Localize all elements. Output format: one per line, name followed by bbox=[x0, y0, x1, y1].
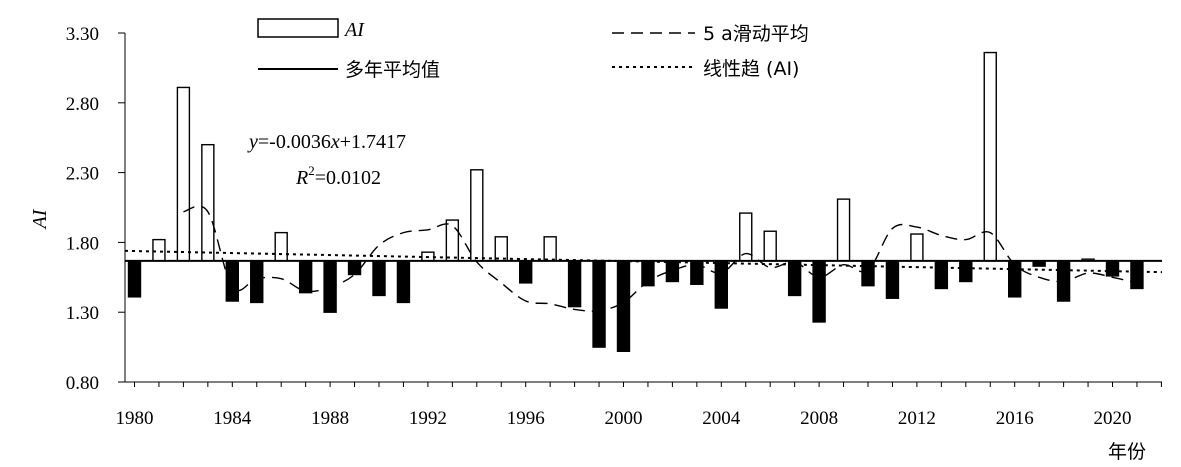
bar-below-mean bbox=[787, 260, 802, 297]
bar-below-mean bbox=[127, 260, 142, 298]
legend-moving-label: 5 a滑动平均 bbox=[703, 23, 809, 45]
x-tick-label: 2020 bbox=[1094, 408, 1132, 429]
legend-bar-swatch bbox=[257, 18, 339, 38]
x-tick-label: 2008 bbox=[800, 408, 838, 429]
bar-above-mean bbox=[543, 236, 557, 262]
bar-below-mean bbox=[714, 260, 728, 309]
bar-below-mean bbox=[347, 260, 362, 276]
bar-below-mean bbox=[372, 260, 386, 297]
bar-above-mean bbox=[176, 86, 191, 262]
bar-below-mean bbox=[592, 260, 606, 348]
bar-above-mean bbox=[836, 198, 851, 262]
bar-below-mean bbox=[298, 260, 313, 294]
legend-mean-label: 多年平均值 bbox=[345, 59, 440, 81]
bar-below-mean bbox=[1130, 260, 1144, 290]
bar-above-mean bbox=[494, 236, 508, 262]
bar-below-mean bbox=[396, 260, 411, 304]
bar-above-mean bbox=[763, 230, 777, 262]
y-tick-label: 1.80 bbox=[66, 233, 99, 254]
x-tick-label: 2000 bbox=[605, 408, 643, 429]
bars bbox=[127, 51, 1144, 352]
bar-below-mean bbox=[225, 260, 240, 302]
x-tick-label: 1996 bbox=[507, 408, 545, 429]
bar-below-mean bbox=[861, 260, 875, 287]
x-tick-label: 2012 bbox=[898, 408, 936, 429]
x-axis-label: 年份 bbox=[1108, 441, 1146, 463]
regression-equation: y=-0.0036x+1.7417 bbox=[247, 131, 406, 153]
x-ticks: 1980 1984 1988 1992 1996 2000 2004 2008 2012 2016… bbox=[116, 382, 1162, 429]
x-tick-label: 1992 bbox=[409, 408, 447, 429]
y-tick-label: 0.80 bbox=[66, 373, 99, 394]
y-tick-label: 3.30 bbox=[66, 24, 99, 45]
bar-above-mean bbox=[910, 233, 924, 262]
x-tick-label: 1988 bbox=[311, 408, 349, 429]
bar-above-mean bbox=[274, 231, 288, 262]
bar-below-mean bbox=[567, 260, 582, 308]
bar-above-mean bbox=[983, 51, 997, 262]
x-tick-label: 2016 bbox=[996, 408, 1034, 429]
bar-below-mean bbox=[519, 260, 533, 284]
bar-below-mean bbox=[934, 260, 949, 290]
legend: AI 多年平均值 5 a滑动平均 线性趋 (AI) bbox=[257, 18, 809, 81]
bar-above-mean bbox=[470, 169, 484, 262]
y-tick-label: 1.30 bbox=[66, 303, 99, 324]
bar-below-mean bbox=[1008, 260, 1022, 298]
bar-below-mean bbox=[1105, 260, 1120, 277]
y-axis-label: AI bbox=[29, 208, 51, 230]
legend-bar-label: AI bbox=[343, 19, 365, 41]
y-tick-label: 2.80 bbox=[66, 94, 99, 115]
y-tick-label: 2.30 bbox=[66, 164, 99, 185]
bar-below-mean bbox=[812, 260, 826, 323]
r-squared: R2=0.0102 bbox=[295, 163, 381, 189]
bar-below-mean bbox=[959, 260, 973, 283]
bar-above-mean bbox=[445, 219, 460, 262]
x-tick-label: 1984 bbox=[213, 408, 252, 429]
lines bbox=[124, 205, 1163, 312]
legend-trend-label: 线性趋 (AI) bbox=[703, 58, 799, 80]
bar-above-mean bbox=[201, 143, 215, 262]
bar-below-mean bbox=[250, 260, 264, 304]
x-tick-label: 2004 bbox=[702, 408, 741, 429]
x-tick-label: 1980 bbox=[116, 408, 154, 429]
bar-below-mean bbox=[616, 260, 631, 352]
y-ticks: 0.80 1.30 1.80 2.30 2.80 3.30 bbox=[66, 24, 125, 394]
bar-above-mean bbox=[152, 238, 166, 262]
